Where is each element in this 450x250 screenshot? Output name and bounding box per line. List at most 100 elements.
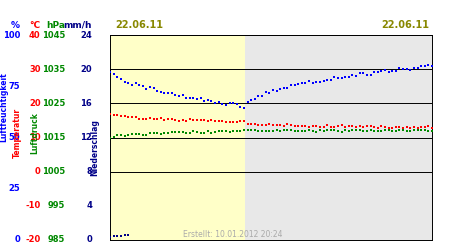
Point bbox=[143, 133, 150, 137]
Point bbox=[125, 115, 132, 119]
Text: 0: 0 bbox=[35, 167, 40, 176]
Point bbox=[143, 117, 150, 121]
Point bbox=[107, 136, 114, 140]
Text: 12: 12 bbox=[81, 133, 92, 142]
Text: 40: 40 bbox=[29, 30, 40, 40]
Point bbox=[208, 99, 215, 103]
Point bbox=[270, 129, 277, 133]
Point bbox=[201, 130, 208, 134]
Point bbox=[128, 132, 135, 136]
Point bbox=[146, 131, 153, 135]
Point bbox=[316, 125, 324, 129]
Point bbox=[425, 63, 432, 67]
Point bbox=[258, 94, 265, 98]
Point bbox=[356, 124, 363, 128]
Point bbox=[291, 129, 298, 133]
Point bbox=[313, 80, 320, 84]
Point bbox=[208, 118, 215, 122]
Point bbox=[288, 83, 295, 87]
Point bbox=[240, 128, 248, 132]
Point bbox=[255, 94, 262, 98]
Text: 1035: 1035 bbox=[42, 65, 65, 74]
Point bbox=[385, 70, 392, 74]
Point bbox=[352, 125, 360, 129]
Point bbox=[139, 84, 146, 88]
Point bbox=[153, 89, 161, 93]
Point bbox=[356, 128, 363, 132]
Point bbox=[363, 124, 370, 128]
Point bbox=[248, 128, 255, 132]
Point bbox=[378, 69, 385, 73]
Point bbox=[403, 130, 410, 134]
Point bbox=[306, 125, 313, 129]
Point bbox=[161, 118, 168, 122]
Point bbox=[128, 83, 135, 87]
Text: 25: 25 bbox=[9, 184, 20, 193]
Point bbox=[219, 118, 226, 122]
Point bbox=[222, 120, 230, 124]
Point bbox=[324, 78, 331, 82]
Point bbox=[403, 125, 410, 129]
Point bbox=[266, 122, 273, 126]
Point bbox=[215, 129, 222, 133]
Text: Niederschlag: Niederschlag bbox=[90, 119, 99, 176]
Point bbox=[342, 75, 349, 79]
Text: 16: 16 bbox=[81, 99, 92, 108]
Point bbox=[244, 100, 251, 104]
Point bbox=[176, 94, 183, 98]
Point bbox=[367, 73, 374, 77]
Point bbox=[360, 129, 367, 133]
Point bbox=[117, 234, 125, 237]
Point bbox=[273, 88, 280, 92]
Point bbox=[240, 119, 248, 123]
Point bbox=[262, 123, 269, 127]
Bar bbox=[245, 35, 432, 240]
Point bbox=[349, 128, 356, 132]
Point bbox=[146, 116, 153, 120]
Point bbox=[114, 133, 121, 137]
Point bbox=[219, 102, 226, 106]
Text: 0: 0 bbox=[14, 236, 20, 244]
Point bbox=[255, 123, 262, 127]
Point bbox=[410, 125, 418, 129]
Text: 20: 20 bbox=[81, 65, 92, 74]
Point bbox=[414, 126, 421, 130]
Point bbox=[172, 118, 179, 122]
Point bbox=[110, 135, 117, 139]
Point bbox=[165, 130, 172, 134]
Point bbox=[345, 75, 352, 79]
Point bbox=[226, 101, 233, 105]
Point bbox=[139, 133, 146, 137]
Point bbox=[251, 97, 258, 101]
Point bbox=[363, 72, 370, 76]
Point bbox=[208, 130, 215, 134]
Point bbox=[197, 131, 204, 135]
Point bbox=[302, 81, 309, 85]
Point bbox=[194, 130, 201, 134]
Point bbox=[135, 83, 143, 87]
Point bbox=[165, 92, 172, 96]
Point bbox=[291, 83, 298, 87]
Point bbox=[132, 82, 139, 86]
Point bbox=[161, 91, 168, 95]
Point bbox=[197, 96, 204, 100]
Point bbox=[266, 129, 273, 133]
Point bbox=[201, 99, 208, 103]
Point bbox=[201, 118, 208, 122]
Point bbox=[316, 80, 324, 84]
Point bbox=[168, 92, 176, 96]
Point bbox=[360, 125, 367, 129]
Point bbox=[135, 116, 143, 120]
Text: 4: 4 bbox=[86, 201, 92, 210]
Point bbox=[125, 233, 132, 237]
Point bbox=[324, 123, 331, 127]
Point bbox=[262, 90, 269, 94]
Point bbox=[248, 98, 255, 102]
Point bbox=[374, 129, 381, 133]
Text: 20: 20 bbox=[29, 99, 40, 108]
Point bbox=[270, 123, 277, 127]
Point bbox=[367, 128, 374, 132]
Point bbox=[222, 103, 230, 107]
Point bbox=[428, 64, 436, 68]
Point bbox=[363, 129, 370, 133]
